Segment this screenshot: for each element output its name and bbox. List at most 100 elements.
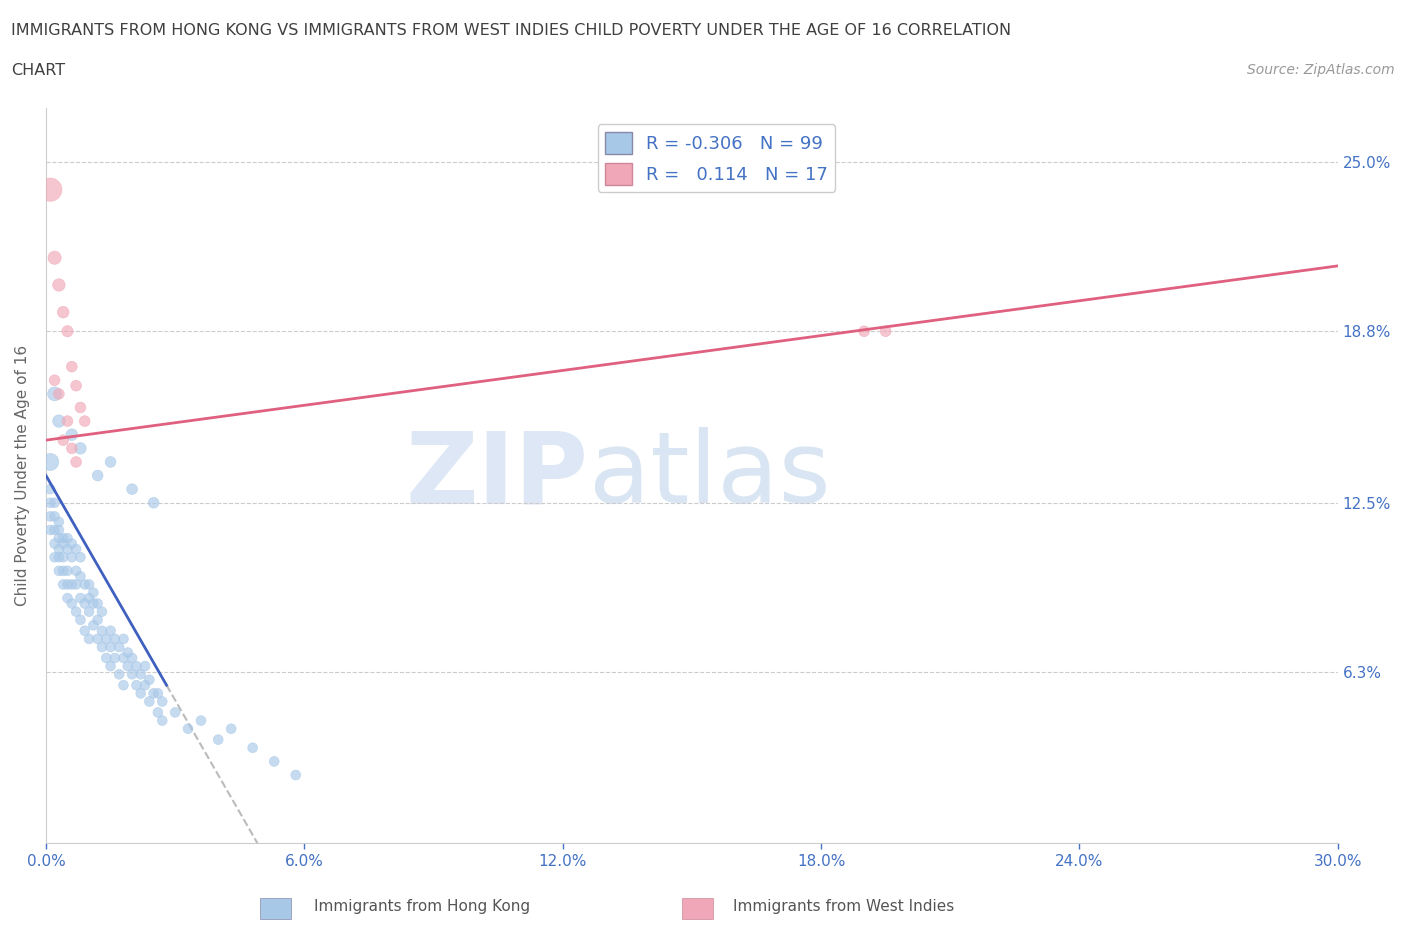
Point xyxy=(142,496,165,511)
Point xyxy=(73,596,96,611)
Point xyxy=(91,604,114,619)
Point xyxy=(100,640,122,655)
Point xyxy=(104,631,127,646)
Point xyxy=(60,577,83,591)
Point xyxy=(242,740,264,755)
Point xyxy=(39,182,62,197)
Point xyxy=(77,577,100,591)
Point xyxy=(112,678,135,693)
Point xyxy=(125,658,148,673)
Point xyxy=(69,569,91,584)
Point xyxy=(129,667,152,682)
Point xyxy=(77,631,100,646)
Point xyxy=(73,577,96,591)
Point xyxy=(39,523,62,538)
Point xyxy=(65,604,87,619)
Point xyxy=(52,550,75,565)
Point xyxy=(82,596,104,611)
Point xyxy=(165,705,187,720)
Point xyxy=(117,645,139,660)
Point xyxy=(121,650,143,665)
Point xyxy=(44,387,66,402)
Point xyxy=(52,564,75,578)
Point xyxy=(138,694,160,709)
Point xyxy=(69,400,91,415)
Text: Source: ZipAtlas.com: Source: ZipAtlas.com xyxy=(1247,63,1395,77)
Point xyxy=(48,514,70,529)
Point xyxy=(219,722,242,737)
Point xyxy=(56,564,79,578)
Point xyxy=(73,623,96,638)
Point xyxy=(48,564,70,578)
Text: CHART: CHART xyxy=(11,63,65,78)
Point xyxy=(60,427,83,442)
Point xyxy=(146,686,169,701)
Point xyxy=(91,623,114,638)
Point xyxy=(108,640,131,655)
Point xyxy=(91,640,114,655)
Point xyxy=(86,612,108,627)
Point xyxy=(56,577,79,591)
Legend: R = -0.306   N = 99, R =   0.114   N = 17: R = -0.306 N = 99, R = 0.114 N = 17 xyxy=(598,125,835,192)
Point xyxy=(44,523,66,538)
Point xyxy=(48,550,70,565)
Point xyxy=(96,631,118,646)
Point xyxy=(60,359,83,374)
Point xyxy=(875,324,897,339)
Point xyxy=(150,694,173,709)
Point xyxy=(82,585,104,600)
Text: Immigrants from Hong Kong: Immigrants from Hong Kong xyxy=(314,899,530,914)
Point xyxy=(65,541,87,556)
Point xyxy=(853,324,876,339)
Point xyxy=(177,722,200,737)
Point xyxy=(39,482,62,497)
Point xyxy=(48,531,70,546)
Point xyxy=(60,441,83,456)
Point xyxy=(56,591,79,605)
Point xyxy=(104,650,127,665)
Point xyxy=(108,667,131,682)
Point xyxy=(48,387,70,402)
Point xyxy=(65,577,87,591)
Point xyxy=(138,672,160,687)
Point xyxy=(86,631,108,646)
Point xyxy=(263,754,285,769)
Point xyxy=(65,379,87,393)
Point xyxy=(125,678,148,693)
Point xyxy=(65,564,87,578)
Point xyxy=(44,537,66,551)
Point xyxy=(39,496,62,511)
Point xyxy=(52,432,75,447)
Point xyxy=(284,767,307,782)
Point xyxy=(69,550,91,565)
Text: atlas: atlas xyxy=(589,427,830,524)
Point xyxy=(73,414,96,429)
Point xyxy=(69,612,91,627)
Point xyxy=(56,324,79,339)
Point xyxy=(69,441,91,456)
Point xyxy=(60,596,83,611)
Point xyxy=(96,650,118,665)
Point xyxy=(190,713,212,728)
Point xyxy=(77,604,100,619)
Point xyxy=(52,531,75,546)
Point xyxy=(52,305,75,320)
Point xyxy=(52,577,75,591)
Point xyxy=(150,713,173,728)
Point xyxy=(121,667,143,682)
Point xyxy=(44,373,66,388)
Point xyxy=(52,537,75,551)
Point xyxy=(112,650,135,665)
Point xyxy=(100,658,122,673)
Point xyxy=(48,523,70,538)
Point xyxy=(44,496,66,511)
Point xyxy=(44,550,66,565)
Point xyxy=(60,550,83,565)
Point xyxy=(129,686,152,701)
Point xyxy=(112,631,135,646)
Point xyxy=(56,541,79,556)
Point xyxy=(44,509,66,524)
Y-axis label: Child Poverty Under the Age of 16: Child Poverty Under the Age of 16 xyxy=(15,345,30,606)
Point xyxy=(134,658,156,673)
Text: Immigrants from West Indies: Immigrants from West Indies xyxy=(733,899,955,914)
